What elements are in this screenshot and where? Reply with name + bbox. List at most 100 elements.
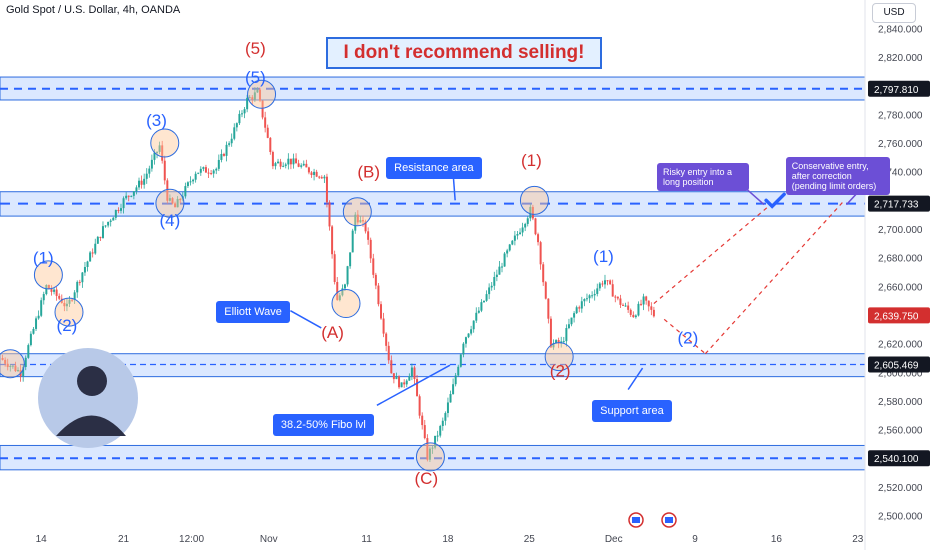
candle-body (55, 289, 58, 296)
candle-body (114, 210, 117, 218)
candle-body (367, 231, 370, 240)
candle-body (42, 294, 45, 301)
headline-banner: I don't recommend selling! (326, 37, 602, 69)
candle-body (591, 295, 594, 297)
callout-pointer (290, 310, 322, 329)
candle-body (1, 358, 4, 360)
wave-circle (415, 442, 445, 472)
candle-body (318, 176, 321, 178)
candle-body (135, 187, 138, 192)
candle-body (140, 180, 143, 185)
candle-body (112, 217, 115, 221)
candle-body (310, 172, 313, 175)
candle-body (336, 281, 339, 301)
candle-body (60, 298, 63, 303)
candle-body (243, 109, 246, 114)
projection-line (663, 318, 706, 355)
callout-pointer (627, 367, 644, 390)
candle-body (349, 252, 352, 267)
y-tick-label: 2,680.000 (878, 254, 923, 265)
candle-body (482, 300, 485, 303)
candle-body (24, 357, 27, 368)
candle-body (578, 307, 581, 309)
candle-body (503, 253, 506, 267)
candle-body (395, 376, 398, 380)
candle-body (403, 382, 406, 385)
candle-body (53, 289, 56, 292)
candle-body (37, 315, 40, 319)
candle-body (305, 163, 308, 168)
candle-body (480, 302, 483, 311)
candle-body (199, 168, 202, 173)
callout-elliott: Elliott Wave (216, 300, 290, 323)
wave-label: (5) (245, 68, 266, 87)
candle-body (356, 214, 359, 223)
candle-body (467, 333, 470, 338)
candle-body (176, 199, 179, 208)
candle-body (400, 382, 403, 388)
candle-body (506, 250, 509, 254)
candle-body (40, 300, 43, 316)
candle-body (640, 303, 643, 305)
currency-button[interactable]: USD (872, 3, 916, 23)
level-lines (0, 87, 865, 460)
candle-body (629, 309, 632, 315)
candle-body (269, 137, 272, 153)
candle-body (91, 252, 94, 254)
candle-body (277, 161, 280, 164)
candle-body (323, 176, 326, 179)
candle-body (261, 100, 264, 118)
candle-body (410, 367, 413, 377)
candle-body (192, 179, 195, 182)
candle-body (501, 266, 504, 268)
candle-body (436, 435, 439, 437)
candle-body (573, 313, 576, 318)
candle-body (398, 376, 401, 388)
candle-body (562, 341, 565, 343)
candle-body (240, 113, 243, 115)
candle-body (238, 113, 241, 124)
candle-body (477, 310, 480, 313)
candle-body (161, 145, 164, 161)
price-badge-label: 2,717.733 (874, 200, 919, 211)
x-tick-label: 25 (524, 534, 536, 545)
symbol-title[interactable]: Gold Spot / U.S. Dollar, 4h, OANDA (6, 4, 181, 16)
projection-lines (653, 199, 845, 355)
candle-body (470, 329, 473, 334)
candle-body (454, 375, 457, 385)
candle-body (472, 320, 475, 330)
candle-body (130, 195, 133, 197)
candle-body (328, 202, 331, 227)
candle-body (346, 266, 349, 285)
y-tick-label: 2,840.000 (878, 24, 923, 35)
candle-body (570, 317, 573, 325)
candle-body (204, 167, 207, 173)
candle-body (490, 285, 493, 288)
x-tick-label: 21 (118, 534, 130, 545)
wave-label: (A) (321, 323, 344, 342)
wave-circle (54, 297, 84, 327)
candle-body (174, 203, 177, 208)
candle-body (338, 295, 341, 301)
candle-body (94, 243, 97, 254)
candle-body (220, 153, 223, 160)
candle-body (132, 191, 135, 196)
candle-body (17, 370, 20, 372)
wave-label: (1) (521, 151, 542, 170)
last-price-badge (868, 307, 930, 324)
candle-body (642, 296, 645, 305)
candle-body (493, 277, 496, 286)
x-tick-label: 14 (36, 534, 48, 545)
wave-labels: (5) (5) (3) (4) (1) (2) (B) (A) (C) (1) (2) (1) (2) (33, 39, 698, 488)
price-badge (868, 195, 930, 212)
candle-body (292, 158, 295, 165)
candle-body (253, 92, 256, 100)
candle-body (230, 138, 233, 144)
y-tick-label: 2,760.000 (878, 139, 923, 150)
candle-body (302, 163, 305, 166)
candle-body (423, 425, 426, 439)
candle-body (485, 294, 488, 301)
candle-body (431, 447, 434, 449)
candle-body (380, 304, 383, 319)
